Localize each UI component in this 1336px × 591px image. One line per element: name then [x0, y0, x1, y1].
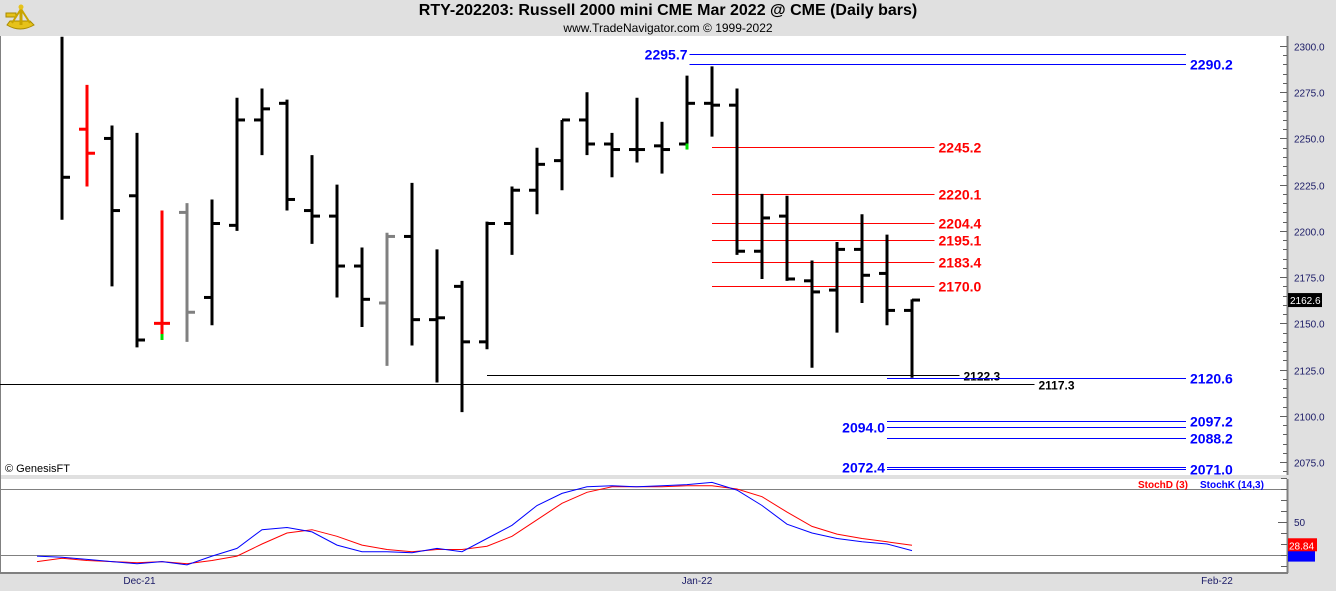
level-label: 2290.2 — [1190, 57, 1233, 73]
last-price-badge — [1288, 293, 1322, 308]
signal-marker — [160, 333, 164, 340]
stoch-k-legend: StochK (14,3) — [1200, 480, 1264, 491]
ohlc-bar[interactable] — [404, 182, 420, 346]
price-tick-label: 2275.0 — [1294, 89, 1325, 100]
ohlc-bar[interactable] — [179, 203, 195, 342]
watermark: © GenesisFT — [5, 463, 70, 475]
ohlc-bar[interactable] — [779, 195, 795, 281]
level-label: 2295.7 — [645, 47, 688, 63]
ohlc-bar[interactable] — [879, 234, 895, 326]
ohlc-bar[interactable] — [579, 92, 595, 156]
price-tick-label: 2300.0 — [1294, 43, 1325, 54]
ohlc-bar[interactable] — [204, 199, 220, 326]
ohlc-bar[interactable] — [254, 88, 270, 156]
sextant-logo-icon — [5, 4, 35, 30]
level-label: 2245.2 — [939, 140, 982, 156]
ohlc-bar[interactable] — [60, 36, 70, 220]
ohlc-bar[interactable] — [379, 232, 395, 366]
stoch-d-value: 28.84 — [1289, 541, 1314, 552]
ohlc-bar[interactable] — [129, 132, 145, 348]
ohlc-bar[interactable] — [729, 88, 745, 255]
ohlc-bar[interactable] — [304, 155, 320, 244]
chart-subtitle: www.TradeNavigator.com © 1999-2022 — [563, 21, 773, 35]
stoch-tick-label: 50 — [1294, 518, 1306, 529]
price-tick-label: 2175.0 — [1294, 274, 1325, 285]
stoch-k-line — [36, 481, 913, 566]
ohlc-bar[interactable] — [554, 118, 570, 191]
chart-header: RTY-202203: Russell 2000 mini CME Mar 20… — [0, 0, 1336, 36]
ohlc-bar[interactable] — [429, 249, 445, 383]
price-tick-label: 2150.0 — [1294, 320, 1325, 331]
ohlc-bar[interactable] — [654, 121, 670, 174]
ohlc-bar[interactable] — [229, 97, 245, 231]
price-tick-label: 2250.0 — [1294, 135, 1325, 146]
stoch-panel[interactable] — [0, 479, 1287, 572]
level-label: 2170.0 — [939, 279, 982, 295]
level-label: 2220.1 — [939, 187, 982, 203]
chart-title: RTY-202203: Russell 2000 mini CME Mar 20… — [418, 2, 918, 19]
ohlc-bar[interactable] — [754, 193, 770, 279]
price-tick-label: 2125.0 — [1294, 367, 1325, 378]
ohlc-bar[interactable] — [829, 241, 845, 333]
ohlc-bar[interactable] — [79, 84, 95, 187]
price-tick-label: 2200.0 — [1294, 228, 1325, 239]
ohlc-bar[interactable] — [104, 125, 120, 287]
level-label: 2122.3 — [964, 370, 1001, 384]
ohlc-bar[interactable] — [454, 280, 470, 413]
ohlc-bar[interactable] — [479, 221, 495, 350]
level-label: 2120.6 — [1190, 371, 1233, 387]
stoch-d-line — [36, 485, 913, 565]
level-label: 2072.4 — [842, 460, 885, 476]
ohlc-bar[interactable] — [604, 132, 620, 178]
stoch-d-badge — [1288, 538, 1317, 552]
price-tick-label: 2225.0 — [1294, 182, 1325, 193]
level-label: 2183.4 — [939, 255, 982, 271]
level-label: 2094.0 — [842, 420, 885, 436]
price-tick-label: 2100.0 — [1294, 413, 1325, 424]
ohlc-bar[interactable] — [854, 214, 870, 304]
level-label: 2204.4 — [939, 216, 982, 232]
level-label: 2097.2 — [1190, 414, 1233, 430]
time-axis-label: Feb-22 — [1201, 576, 1233, 587]
stoch-k-badge — [1288, 548, 1315, 562]
ohlc-bar[interactable] — [529, 147, 545, 215]
time-axis-label: Jan-22 — [682, 576, 713, 587]
price-panel[interactable] — [0, 36, 1287, 475]
ohlc-bar[interactable] — [354, 247, 370, 328]
level-label: 2195.1 — [939, 233, 982, 249]
ohlc-bar[interactable] — [804, 260, 820, 368]
ohlc-bar[interactable] — [279, 99, 295, 211]
level-label: 2071.0 — [1190, 462, 1233, 478]
level-label: 2117.3 — [1039, 379, 1075, 393]
last-price-label: 2162.6 — [1290, 296, 1321, 307]
ohlc-bar[interactable] — [629, 97, 645, 163]
ohlc-bar[interactable] — [704, 66, 720, 137]
signal-marker — [685, 143, 689, 150]
ohlc-bar[interactable] — [904, 298, 920, 378]
ohlc-bar[interactable] — [329, 184, 345, 298]
time-axis-label: Dec-21 — [123, 576, 156, 587]
stoch-d-legend: StochD (3) — [1138, 480, 1188, 491]
ohlc-bar[interactable] — [504, 186, 520, 255]
ohlc-bar[interactable] — [154, 210, 170, 340]
price-tick-label: 2075.0 — [1294, 459, 1325, 470]
level-label: 2088.2 — [1190, 431, 1233, 447]
